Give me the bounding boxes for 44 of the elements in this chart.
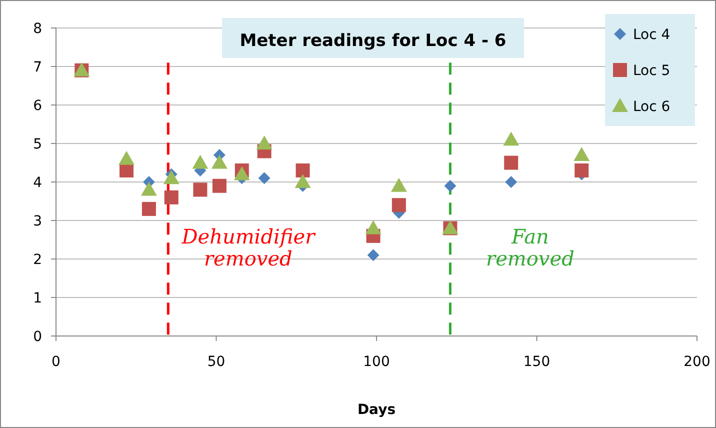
y-tick-label: 3	[33, 214, 42, 230]
point	[212, 178, 226, 193]
point	[234, 166, 250, 180]
point	[294, 174, 311, 188]
x-tick-label: 100	[363, 354, 390, 370]
point	[504, 156, 518, 170]
point	[574, 147, 590, 162]
x-tick-label: 50	[207, 354, 226, 370]
point	[164, 190, 178, 204]
point	[118, 150, 135, 165]
point	[256, 136, 272, 150]
legend-label: Loc 6	[633, 99, 670, 115]
y-tick-label: 1	[33, 290, 42, 306]
point	[193, 182, 208, 197]
y-tick-label: 4	[33, 175, 42, 191]
point	[503, 132, 520, 146]
x-tick-label: 200	[684, 354, 710, 370]
point	[365, 220, 382, 234]
point	[505, 176, 518, 188]
y-tick-label: 6	[33, 98, 42, 114]
point	[390, 178, 407, 192]
point	[258, 172, 270, 184]
point	[192, 154, 208, 169]
point	[142, 202, 156, 216]
x-tick-label: 150	[523, 354, 550, 370]
point	[140, 182, 157, 196]
x-axis-title: Days	[357, 402, 396, 418]
y-tick-label: 2	[33, 252, 42, 268]
y-tick-label: 8	[33, 21, 42, 37]
point	[211, 154, 228, 169]
legend-label: Loc 4	[633, 27, 670, 43]
y-tick-label: 7	[33, 60, 42, 76]
ref-line-label: Dehumidifier removed	[180, 224, 316, 271]
chart-title: Meter readings for Loc 4 - 6	[240, 31, 506, 51]
point	[392, 198, 406, 212]
point	[163, 170, 180, 184]
point	[296, 163, 310, 178]
point	[444, 180, 456, 192]
ref-line-label: Fan removed	[486, 224, 574, 271]
x-tick-label: 0	[52, 354, 60, 370]
point	[367, 249, 380, 262]
y-tick-label: 5	[33, 136, 42, 152]
y-tick-label: 0	[33, 329, 42, 345]
legend-label: Loc 5	[633, 63, 670, 79]
